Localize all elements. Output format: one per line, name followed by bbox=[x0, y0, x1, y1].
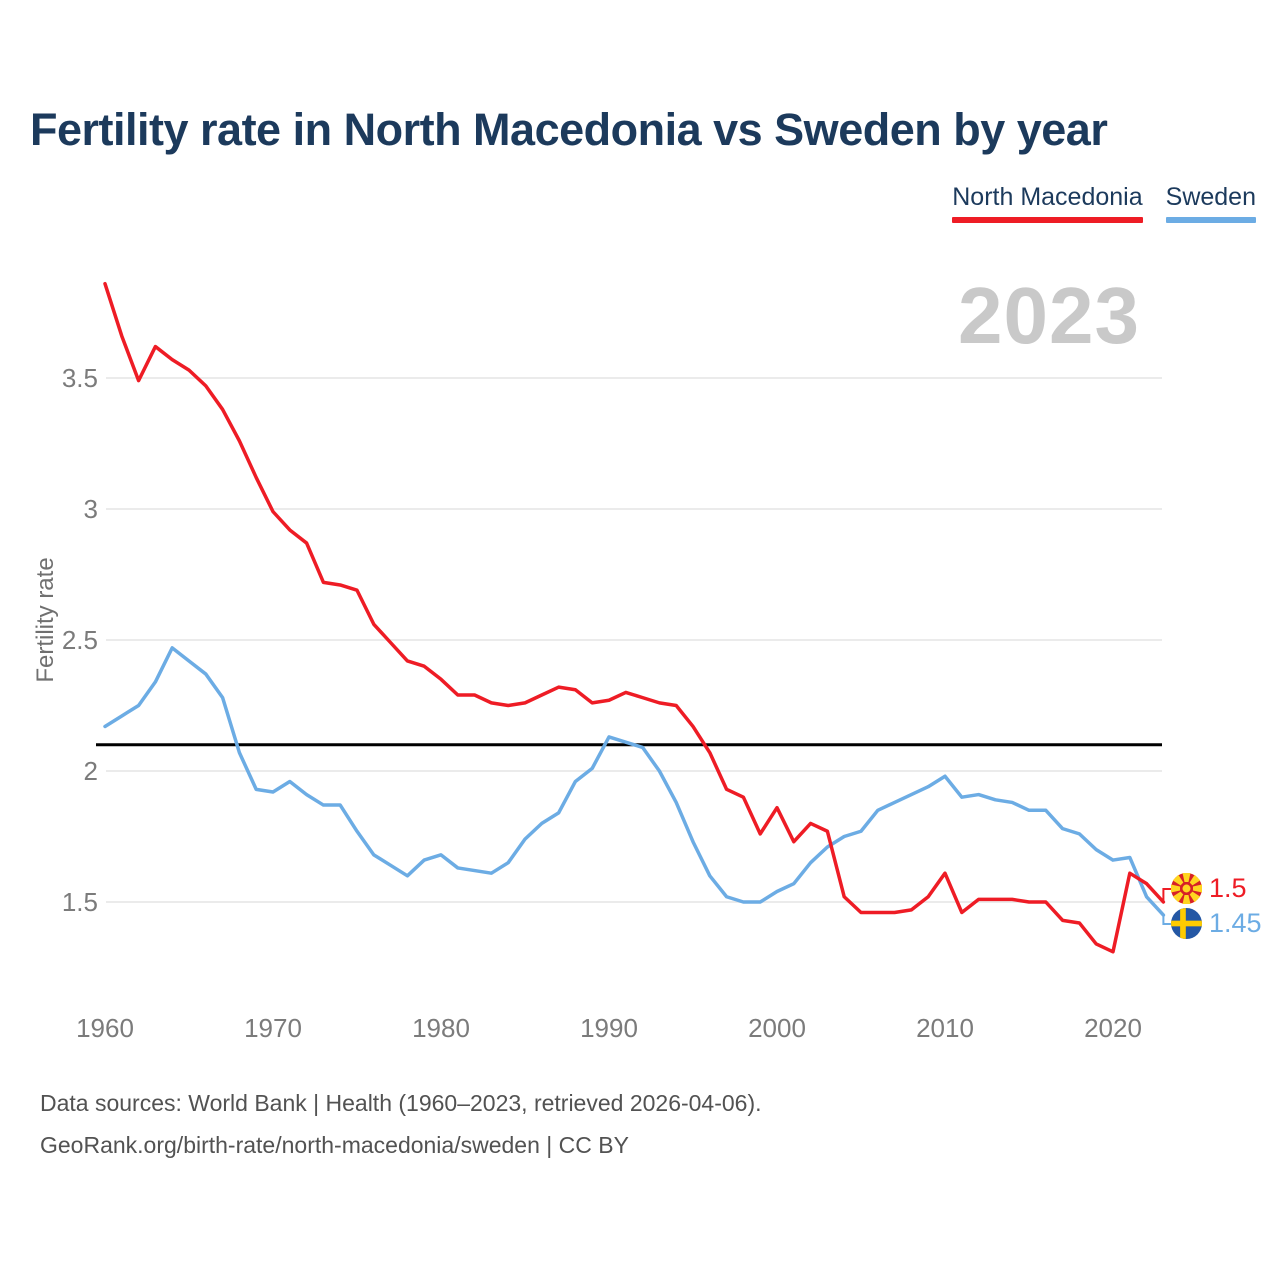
x-tick-label-2020: 2020 bbox=[1084, 1013, 1142, 1043]
sweden-cross bbox=[1171, 908, 1202, 939]
y-tick-label-1.5: 1.5 bbox=[61, 887, 98, 917]
macedonia-sun bbox=[1171, 873, 1202, 904]
legend-item-sweden[interactable]: Sweden bbox=[1165, 183, 1256, 223]
end-label-sweden: 1.45 bbox=[1171, 908, 1262, 939]
sweden-flag-icon bbox=[1171, 908, 1202, 939]
legend-swatch-north-macedonia bbox=[952, 217, 1143, 223]
legend-swatch-sweden bbox=[1165, 217, 1256, 223]
series-line-sweden bbox=[103, 646, 1166, 917]
north-macedonia-flag-icon bbox=[1171, 873, 1202, 904]
page-title: Fertility rate in North Macedonia vs Swe… bbox=[30, 104, 1108, 155]
y-tick-label-2.5: 2.5 bbox=[61, 625, 98, 655]
end-value-north-macedonia: 1.5 bbox=[1209, 873, 1247, 903]
watermark-year: 2023 bbox=[958, 271, 1140, 360]
y-tick-label-3: 3 bbox=[83, 494, 98, 524]
footer-attribution-link[interactable]: GeoRank.org/birth-rate/north-macedonia/s… bbox=[40, 1132, 629, 1158]
x-tick-label-1980: 1980 bbox=[412, 1013, 470, 1043]
x-tick-label-2000: 2000 bbox=[748, 1013, 806, 1043]
x-tick-label-2010: 2010 bbox=[916, 1013, 974, 1043]
y-tick-label-2: 2 bbox=[83, 756, 98, 786]
x-tick-label-1960: 1960 bbox=[76, 1013, 134, 1043]
x-tick-label-1990: 1990 bbox=[580, 1013, 638, 1043]
x-tick-label-1970: 1970 bbox=[244, 1013, 302, 1043]
end-connector-north-macedonia bbox=[1162, 888, 1172, 902]
end-label-north-macedonia: 1.5 bbox=[1171, 873, 1247, 904]
legend-label-north-macedonia: North Macedonia bbox=[952, 183, 1143, 211]
legend: North Macedonia Sweden bbox=[952, 183, 1256, 223]
end-connector-sweden bbox=[1162, 915, 1172, 925]
legend-label-sweden: Sweden bbox=[1165, 183, 1256, 211]
legend-item-north-macedonia[interactable]: North Macedonia bbox=[952, 183, 1143, 223]
y-tick-label-3.5: 3.5 bbox=[61, 363, 98, 393]
end-value-sweden: 1.45 bbox=[1209, 908, 1262, 938]
series-line-north-macedonia bbox=[103, 281, 1166, 954]
footer-data-sources: Data sources: World Bank | Health (1960–… bbox=[40, 1090, 762, 1116]
footer: Data sources: World Bank | Health (1960–… bbox=[40, 1082, 762, 1166]
